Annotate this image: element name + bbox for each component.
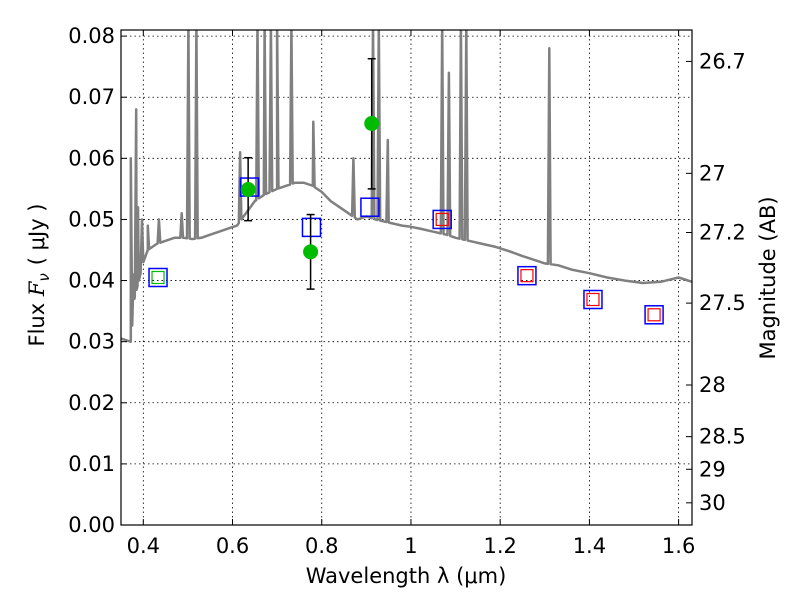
y2-tick-label: 29: [699, 457, 726, 481]
y-tick-label: 0.02: [68, 391, 115, 415]
y2-tick-label: 30: [699, 491, 726, 515]
x-tick-label: 1.6: [662, 534, 695, 558]
y2-tick-label: 27: [699, 161, 726, 185]
y-tick-label: 0.06: [68, 146, 115, 170]
model-band-marker-blue: [517, 265, 537, 286]
model-band-marker-red: [435, 212, 449, 227]
x-tick-label: 1: [404, 534, 417, 558]
y-tick-label: 0.05: [68, 207, 115, 231]
model-band-marker-blue: [301, 217, 322, 238]
y-axis-label-unit: ( μJy ): [25, 203, 49, 265]
model-band-marker-red: [520, 269, 534, 283]
y-tick-label: 0.03: [68, 330, 115, 354]
y2-tick-label: 28.5: [699, 425, 746, 449]
model-band-marker-blue: [360, 197, 380, 217]
y-tick-label: 0.01: [68, 452, 115, 476]
y-axis-label-subscript: ν: [35, 273, 53, 281]
y2-tick-label: 27.5: [699, 291, 746, 315]
y-axis-label-symbol: F: [25, 280, 49, 297]
observed-point: [303, 244, 319, 260]
axes-frame: [120, 29, 693, 526]
y-axis-label: Flux Fν ( μJy ): [25, 203, 53, 346]
x-tick-label: 1.2: [483, 534, 516, 558]
y2-axis-label: Magnitude (AB): [756, 196, 780, 359]
observed-point: [364, 116, 380, 131]
observed-point: [240, 182, 256, 197]
x-tick-label: 1.4: [573, 534, 606, 558]
x-tick-label: 0.6: [216, 534, 249, 558]
model-band-marker-blue: [644, 305, 664, 325]
x-tick-label: 0.8: [305, 534, 338, 558]
plot-area: [121, 30, 692, 343]
y2-tick-label: 28: [699, 373, 726, 397]
x-axis-label: Wavelength λ (μm): [306, 564, 507, 588]
model-spectrum-line: [121, 30, 692, 343]
ticks: 0.4 0.6 0.8 1 1.2 1.4 1.6 0.00 0.01 0.02 0.03 0.04 0…: [68, 24, 746, 558]
y2-tick-label: 26.7: [699, 49, 746, 73]
model-band-marker-red: [647, 308, 661, 322]
x-tick-label: 0.4: [127, 534, 160, 558]
plot-frame: [120, 29, 693, 526]
y2-tick-label: 27.2: [699, 221, 746, 245]
model-band-marker-blue: [148, 267, 168, 288]
y-tick-label: 0.07: [68, 85, 115, 109]
y-tick-label: 0.04: [68, 269, 115, 293]
y-tick-label: 0.08: [68, 24, 115, 48]
y-axis-label-prefix: Flux: [25, 296, 49, 346]
model-band-marker-blue: [432, 209, 452, 230]
model-band-marker-blue: [583, 289, 603, 310]
model-band-marker-green: [151, 270, 165, 285]
model-band-marker-red: [586, 292, 600, 307]
y-tick-label: 0.00: [68, 513, 115, 537]
